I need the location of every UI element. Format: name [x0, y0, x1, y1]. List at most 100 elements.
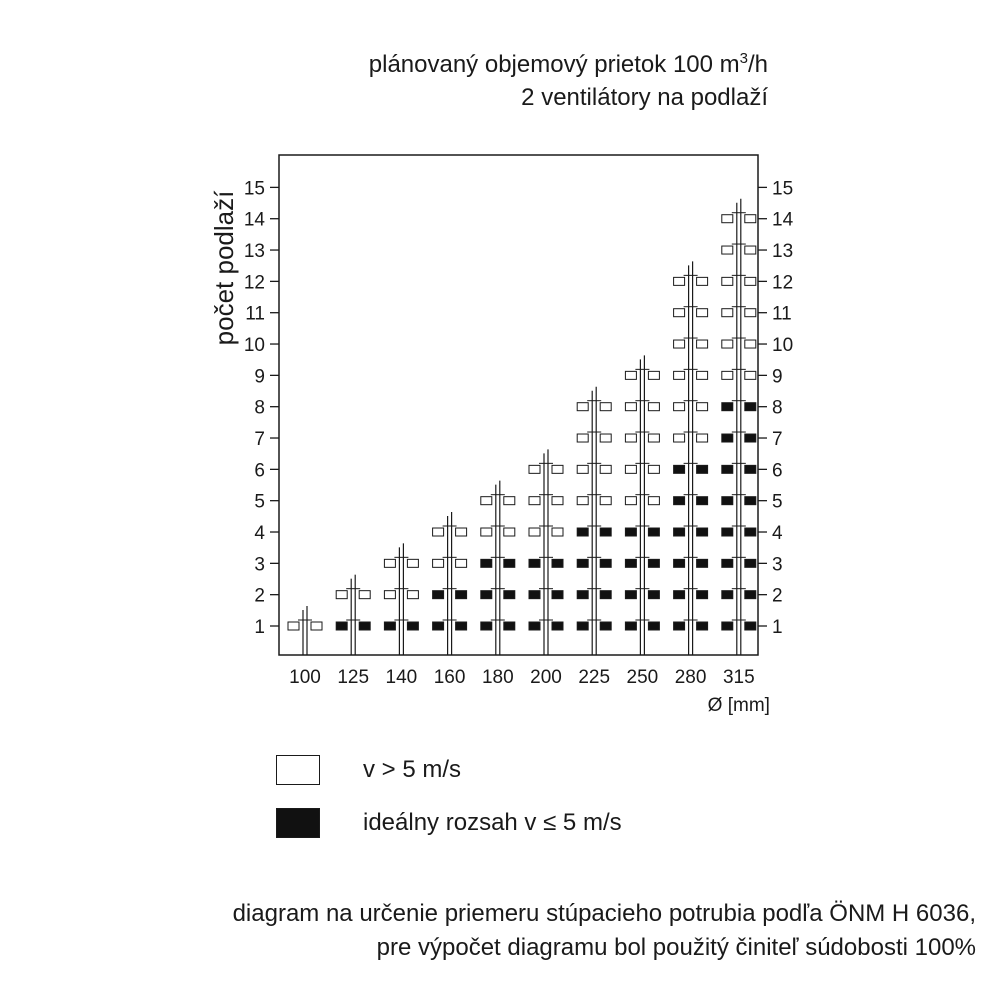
floor-cell-right: [647, 527, 660, 537]
floor-cell-right: [406, 590, 419, 600]
floor-cell-right: [406, 558, 419, 568]
floor-cell-left: [528, 621, 541, 631]
floor-cell-left: [721, 402, 734, 412]
legend-label-over: v > 5 m/s: [363, 756, 462, 783]
floor-cell-right: [358, 590, 371, 600]
floor-cell-left: [673, 308, 686, 318]
y-tick-label-left: 4: [254, 523, 265, 544]
floor-cell-left: [576, 527, 589, 537]
floor-cell-right: [455, 621, 468, 631]
floor-cell-right: [744, 590, 757, 600]
x-tick-label: 250: [627, 667, 659, 688]
y-tick-label-left: 15: [244, 178, 265, 199]
floor-cell-right: [696, 308, 709, 318]
y-axis-label: počet podlaží: [209, 190, 239, 345]
x-tick-label: 280: [675, 667, 707, 688]
floor-cell-left: [576, 590, 589, 600]
y-tick-label-left: 9: [254, 366, 265, 387]
floor-cell-right: [599, 402, 612, 412]
floor-cell-left: [576, 464, 589, 474]
floor-cell-right: [503, 527, 516, 537]
floor-cell-right: [696, 621, 709, 631]
floor-cell-left: [673, 590, 686, 600]
floor-cell-right: [310, 621, 323, 631]
floor-cell-left: [432, 558, 445, 568]
floor-cell-left: [673, 558, 686, 568]
floor-cell-right: [647, 558, 660, 568]
chart-subtitle: 2 ventilátory na podlaží: [521, 84, 768, 111]
title-text: plánovaný objemový prietok 100 m: [368, 51, 740, 78]
floor-cell-left: [576, 433, 589, 443]
floor-cell-left: [624, 433, 637, 443]
floor-cell-left: [624, 402, 637, 412]
footnote-line-2: pre výpočet diagramu bol použitý činiteľ…: [376, 934, 976, 961]
x-tick-label: 315: [723, 667, 755, 688]
y-tick-label-right: 15: [772, 178, 793, 199]
y-tick-label-left: 5: [254, 492, 265, 513]
floor-cell-left: [528, 558, 541, 568]
y-tick-label-right: 9: [772, 366, 783, 387]
floor-cell-left: [624, 621, 637, 631]
floor-cell-right: [696, 527, 709, 537]
floor-cell-right: [744, 370, 757, 380]
floor-cell-right: [744, 496, 757, 506]
floor-cell-left: [335, 621, 348, 631]
x-tick-label: 200: [530, 667, 562, 688]
y-tick-label-left: 8: [254, 398, 265, 419]
floor-cell-right: [744, 339, 757, 349]
floor-cell-right: [455, 590, 468, 600]
floor-cell-left: [721, 276, 734, 286]
y-tick-label-left: 7: [254, 429, 265, 450]
floor-cell-right: [696, 276, 709, 286]
floor-cell-right: [551, 496, 564, 506]
floor-cell-left: [721, 558, 734, 568]
floor-cell-right: [551, 527, 564, 537]
legend-swatch-over: [276, 755, 320, 785]
x-axis-label: Ø [mm]: [708, 695, 770, 716]
x-tick-label: 160: [434, 667, 466, 688]
y-tick-label-left: 10: [244, 335, 265, 356]
chart-title: plánovaný objemový prietok 100 m3/h: [369, 50, 768, 79]
floor-cell-left: [673, 433, 686, 443]
floor-cell-right: [696, 464, 709, 474]
y-tick-label-right: 10: [772, 335, 793, 356]
floor-cell-right: [744, 558, 757, 568]
x-tick-label: 100: [289, 667, 321, 688]
y-tick-label-right: 12: [772, 272, 793, 293]
floor-cell-right: [647, 496, 660, 506]
floor-cell-left: [624, 590, 637, 600]
floor-cell-right: [551, 464, 564, 474]
floor-cell-right: [647, 590, 660, 600]
floor-cell-right: [696, 496, 709, 506]
floor-cell-left: [673, 370, 686, 380]
floor-cell-left: [673, 496, 686, 506]
floor-cell-left: [624, 496, 637, 506]
floor-cell-left: [480, 558, 493, 568]
floor-cell-left: [432, 590, 445, 600]
legend-label-ideal: ideálny rozsah v ≤ 5 m/s: [363, 809, 622, 836]
x-tick-label: 180: [482, 667, 514, 688]
floor-cell-right: [599, 621, 612, 631]
floor-cell-left: [721, 308, 734, 318]
title-unit: /h: [747, 51, 768, 78]
floor-cell-left: [528, 527, 541, 537]
floor-cell-right: [455, 558, 468, 568]
floor-cell-left: [673, 402, 686, 412]
y-tick-label-right: 1: [772, 617, 783, 638]
floor-cell-left: [576, 496, 589, 506]
floor-cell-right: [406, 621, 419, 631]
floor-cell-left: [624, 370, 637, 380]
floor-cell-right: [696, 590, 709, 600]
floor-cell-right: [696, 433, 709, 443]
floor-cell-left: [480, 621, 493, 631]
y-tick-label-left: 2: [254, 586, 265, 607]
floor-cell-left: [673, 276, 686, 286]
floor-cell-left: [673, 527, 686, 537]
floor-cell-left: [528, 464, 541, 474]
floor-cell-right: [599, 590, 612, 600]
y-tick-label-right: 2: [772, 586, 783, 607]
footnote-line-1: diagram na určenie priemeru stúpacieho p…: [232, 900, 976, 927]
floor-cell-left: [624, 464, 637, 474]
floor-cell-left: [721, 245, 734, 255]
floor-cell-left: [721, 527, 734, 537]
